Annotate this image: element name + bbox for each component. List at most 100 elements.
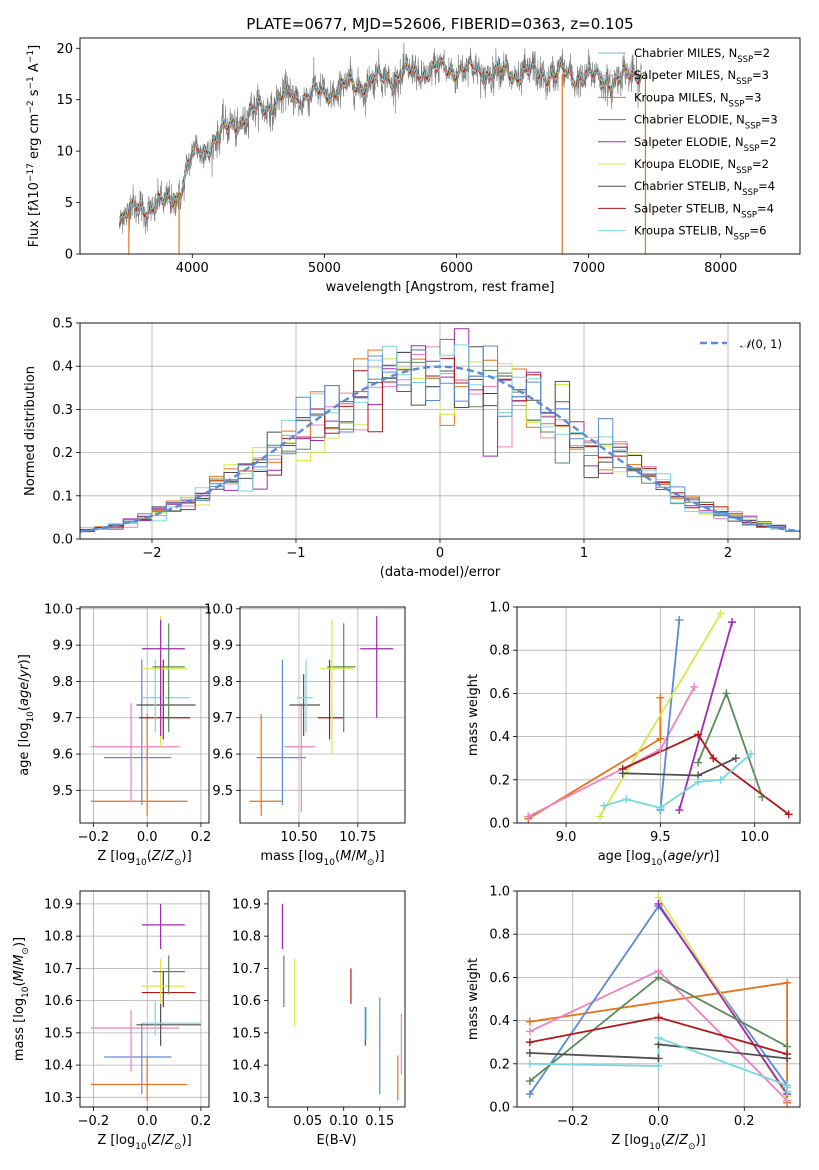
x-axis-label: Z [log10(Z/Z⊙)]: [611, 1133, 705, 1152]
y-tick-label: 0.8: [489, 928, 510, 943]
legend-label-salpeter_miles: Salpeter MILES, NSSP=3: [634, 68, 769, 87]
x-tick-label: 9.0: [556, 830, 577, 845]
weight-marker-chabrier_elodie: [525, 1077, 534, 1086]
y-tick-label: 0.2: [52, 446, 73, 461]
weight-marker-kroupa_stelib: [656, 803, 665, 812]
age_vs_z-frame: [79, 606, 210, 824]
weight-marker-chabrier_elodie: [758, 793, 767, 802]
y-tick-label: 0.4: [489, 730, 510, 745]
histogram-blue_model: [80, 345, 800, 532]
x-axis-label: Z [log10(Z/Z⊙)]: [97, 849, 191, 868]
weight-marker-kroupa_stelib: [694, 777, 703, 786]
chart-title: PLATE=0677, MJD=52606, FIBERID=0363, z=0…: [246, 15, 633, 33]
residuals-plot-area: [80, 328, 800, 533]
legend-label-kroupa_elodie: Kroupa ELODIE, NSSP=2: [634, 157, 769, 176]
weight-marker-salpeter_miles: [690, 682, 699, 691]
weight-marker-kroupa_stelib: [525, 1059, 534, 1068]
weight-marker-chabrier_elodie: [654, 973, 663, 982]
y-axis-label: mass weight: [466, 674, 481, 756]
legend-label-chabrier_miles: Chabrier MILES, NSSP=2: [634, 46, 770, 65]
y-tick-label: 9.6: [52, 748, 73, 763]
spectrum-plot-area: [119, 42, 647, 254]
age_vs_z-axes: −0.2 0.0 0.2 9.5 9.6 9.7 9.8 9.9 10.0 Z [log10(Z/…: [17, 602, 211, 868]
weight-marker-chabrier_stelib: [783, 1054, 792, 1063]
y-tick-label: 1.0: [489, 885, 510, 900]
y-tick-label: 10.8: [232, 930, 261, 945]
x-tick-label: −2: [142, 546, 161, 561]
y-tick-label: 0.4: [52, 360, 73, 375]
y-tick-label: 0.5: [52, 317, 73, 332]
y-tick-label: 10: [56, 145, 73, 160]
x-tick-label: 10.50: [280, 830, 317, 845]
y-tick-label: 9.7: [212, 711, 233, 726]
weight-marker-salpeter_miles: [656, 745, 665, 754]
y-tick-label: 0.1: [52, 489, 73, 504]
x-tick-label: −0.2: [78, 830, 110, 845]
x-tick-label: −0.2: [78, 1114, 110, 1129]
x-tick-label: 0.2: [191, 1114, 212, 1129]
y-tick-label: 0.6: [489, 971, 510, 986]
residuals-axes: −2 −1 0 1 2 0.0 0.1 0.2 0.3 0.4 0.5 𝒩(0, 1) (data-mo…: [23, 317, 801, 580]
weight-marker-salpeter_elodie: [675, 806, 684, 815]
y-tick-label: 9.5: [212, 784, 233, 799]
y-tick-label: 9.9: [52, 639, 73, 654]
x-axis-label: E(B-V): [316, 1133, 356, 1148]
age_vs_mass-axes: 10.50 10.75 9.5 9.6 9.7 9.8 9.9 10.0 mass [log10…: [204, 602, 406, 868]
weight-marker-chabrier_stelib: [731, 754, 740, 763]
weight-marker-kroupa_stelib: [654, 1033, 663, 1042]
y-axis-label: age [log10(age/yr)]: [17, 654, 36, 776]
y-tick-label: 10.7: [232, 962, 261, 977]
weight-marker-chabrier_elodie: [783, 1042, 792, 1051]
weight-line-kroupa_stelib: [603, 753, 752, 809]
y-tick-label: 10.4: [232, 1059, 261, 1074]
y-tick-label: 9.5: [52, 784, 73, 799]
weight-marker-chabrier_elodie: [722, 689, 731, 698]
y-tick-label: 10.6: [44, 994, 73, 1009]
weight-marker-salpeter_stelib: [525, 1038, 534, 1047]
weight-marker-salpeter_stelib: [654, 1013, 663, 1022]
weight-marker-kroupa_miles: [656, 693, 665, 702]
reference-gaussian-curve: [80, 365, 800, 533]
weight-marker-kroupa_miles: [656, 734, 665, 743]
mass_vs_z-plot-area: [90, 903, 201, 1101]
y-axis-label: mass weight: [466, 958, 481, 1040]
weight-marker-kroupa_stelib: [783, 1083, 792, 1092]
x-tick-label: 0.2: [191, 830, 212, 845]
weight-marker-salpeter_elodie: [654, 899, 663, 908]
legend-label-reference: 𝒩(0, 1): [740, 337, 782, 351]
weight-line-blue_model: [659, 619, 681, 811]
y-tick-label: 10.9: [44, 897, 73, 912]
x-tick-label: 6000: [440, 261, 473, 276]
weight-marker-kroupa_stelib: [716, 775, 725, 784]
y-tick-label: 10.7: [44, 962, 73, 977]
spectrum-overlay: Chabrier MILES, NSSP=2 Salpeter MILES, NS…: [598, 46, 778, 243]
residuals-overlay: 𝒩(0, 1): [700, 337, 782, 351]
y-tick-label: 9.8: [212, 675, 233, 690]
age_vs_mass-plot-area: [249, 616, 394, 816]
spectrum-frame: [79, 37, 801, 255]
x-tick-label: 7000: [572, 261, 605, 276]
weight-marker-salpeter_stelib: [784, 810, 793, 819]
y-tick-label: 9.9: [212, 639, 233, 654]
y-tick-label: 15: [56, 93, 73, 108]
x-tick-label: 0.0: [648, 1114, 669, 1129]
y-tick-label: 0.0: [489, 1101, 510, 1116]
y-tick-label: 10.5: [232, 1026, 261, 1041]
y-tick-label: 9.8: [52, 675, 73, 690]
x-tick-label: 10.0: [740, 830, 769, 845]
weight-marker-kroupa_stelib: [654, 1061, 663, 1070]
x-axis-label: mass [log10(M/M⊙)]: [260, 849, 384, 868]
x-tick-label: 0.10: [329, 1114, 358, 1129]
y-tick-label: 10.4: [44, 1059, 73, 1074]
weight-line-kroupa_elodie: [599, 613, 722, 817]
weight-marker-chabrier_stelib: [618, 769, 627, 778]
x-tick-label: 1: [580, 546, 588, 561]
weight_vs_age-frame: [516, 606, 801, 824]
y-tick-label: 10.3: [44, 1091, 73, 1106]
mass_vs_z-axes: −0.2 0.0 0.2 10.3 10.4 10.5 10.6 10.7 10.8 10.9 Z …: [12, 890, 212, 1152]
y-tick-label: 0.2: [489, 1057, 510, 1072]
weight-marker-salpeter_elodie: [728, 618, 737, 627]
weight-line-salpeter_elodie: [678, 621, 733, 811]
